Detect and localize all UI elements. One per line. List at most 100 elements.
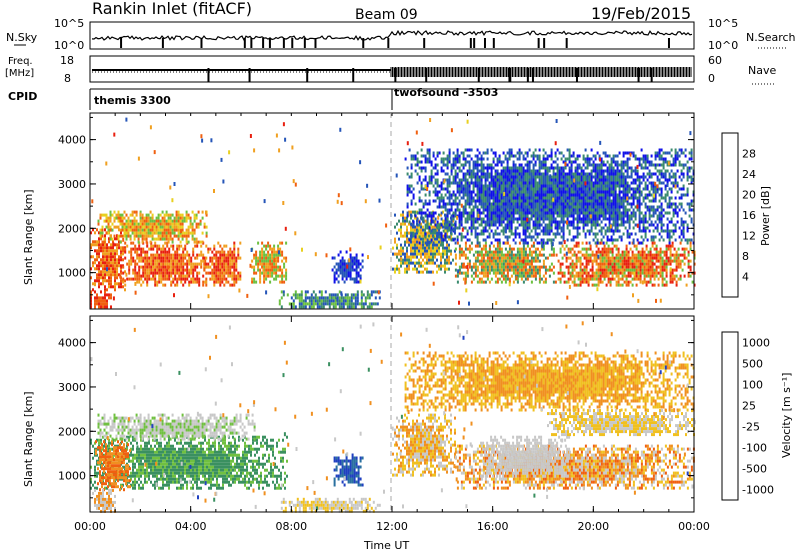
power-cell bbox=[541, 212, 543, 215]
power-cell bbox=[114, 252, 116, 255]
power-cell bbox=[196, 217, 198, 220]
power-cell bbox=[166, 257, 168, 260]
power-cell bbox=[457, 203, 459, 206]
power-cell bbox=[527, 230, 529, 233]
power-cell bbox=[144, 232, 146, 235]
power-cell bbox=[507, 182, 509, 185]
power-cell bbox=[154, 263, 156, 266]
power-cell bbox=[654, 275, 656, 278]
power-cell bbox=[223, 278, 225, 281]
power-cell bbox=[449, 203, 451, 206]
power-cell bbox=[574, 269, 576, 272]
power-cell bbox=[184, 245, 186, 248]
power-cell bbox=[423, 188, 425, 191]
power-cell bbox=[178, 223, 180, 226]
power-cell bbox=[448, 244, 450, 247]
power-cell bbox=[160, 254, 162, 257]
power-cell bbox=[622, 263, 624, 266]
power-cell bbox=[349, 296, 351, 299]
power-cell bbox=[453, 152, 455, 155]
power-cell bbox=[352, 269, 354, 272]
power-cell bbox=[233, 254, 235, 257]
power-cell bbox=[461, 182, 463, 185]
power-cell bbox=[477, 254, 479, 257]
power-cell bbox=[142, 281, 144, 284]
power-cell bbox=[126, 278, 128, 281]
power-cell bbox=[495, 209, 497, 212]
power-cell bbox=[467, 269, 469, 272]
power-cell bbox=[345, 296, 347, 299]
power-cell bbox=[475, 194, 477, 197]
power-cell bbox=[190, 266, 192, 269]
power-cell bbox=[592, 251, 594, 254]
power-cell bbox=[319, 296, 321, 299]
power-cell bbox=[412, 229, 414, 232]
power-cell bbox=[327, 302, 329, 305]
power-cell bbox=[186, 263, 188, 266]
power-cell bbox=[477, 158, 479, 161]
power-cell bbox=[481, 263, 483, 266]
power-cell bbox=[132, 211, 134, 214]
power-cell bbox=[503, 275, 505, 278]
power-cell bbox=[148, 263, 150, 266]
power-cell bbox=[110, 293, 112, 296]
power-cell bbox=[588, 260, 590, 263]
power-cell bbox=[347, 296, 349, 299]
power-cell bbox=[531, 200, 533, 203]
power-cell bbox=[531, 215, 533, 218]
power-cell bbox=[398, 259, 400, 262]
power-cell bbox=[515, 155, 517, 158]
power-cell bbox=[176, 284, 178, 287]
power-cell bbox=[553, 179, 555, 182]
power-cell bbox=[654, 269, 656, 272]
power-cell bbox=[281, 272, 283, 275]
power-cell bbox=[547, 227, 549, 230]
power-cell bbox=[529, 236, 531, 239]
power-cell bbox=[489, 266, 491, 269]
power-cell bbox=[409, 149, 411, 152]
power-cell bbox=[148, 269, 150, 272]
power-cell bbox=[146, 257, 148, 260]
power-cell bbox=[407, 206, 409, 209]
power-cell bbox=[98, 249, 100, 252]
power-cell bbox=[646, 269, 648, 272]
power-cell bbox=[352, 257, 354, 260]
power-cell bbox=[213, 263, 215, 266]
power-cell bbox=[440, 265, 442, 268]
power-cell bbox=[537, 206, 539, 209]
power-cell bbox=[213, 269, 215, 272]
power-cell bbox=[114, 288, 116, 291]
power-cell bbox=[461, 239, 463, 242]
power-cell bbox=[339, 305, 341, 308]
power-cell bbox=[612, 275, 614, 278]
power-cell bbox=[128, 229, 130, 232]
power-cell bbox=[676, 281, 678, 284]
power-cell bbox=[213, 254, 215, 257]
power-cell bbox=[186, 260, 188, 263]
power-cell bbox=[598, 272, 600, 275]
power-cell bbox=[485, 206, 487, 209]
power-cell bbox=[541, 188, 543, 191]
power-cell bbox=[154, 220, 156, 223]
power-cell bbox=[164, 251, 166, 254]
power-cell bbox=[549, 200, 551, 203]
power-cell bbox=[479, 233, 481, 236]
power-cell bbox=[358, 266, 360, 269]
power-cell bbox=[531, 257, 533, 260]
power-cell bbox=[269, 254, 271, 257]
power-cell bbox=[128, 223, 130, 226]
power-cell bbox=[670, 251, 672, 254]
power-cell bbox=[422, 229, 424, 232]
power-cell bbox=[650, 275, 652, 278]
power-cell bbox=[285, 242, 287, 245]
power-cell bbox=[433, 221, 435, 224]
power-cell bbox=[678, 257, 680, 260]
power-cell bbox=[505, 212, 507, 215]
power-cell bbox=[162, 251, 164, 254]
power-cell bbox=[624, 281, 626, 284]
power-cell bbox=[126, 238, 128, 241]
power-cell bbox=[273, 263, 275, 266]
power-cell bbox=[531, 194, 533, 197]
power-cell bbox=[271, 272, 273, 275]
power-cell bbox=[150, 235, 152, 238]
